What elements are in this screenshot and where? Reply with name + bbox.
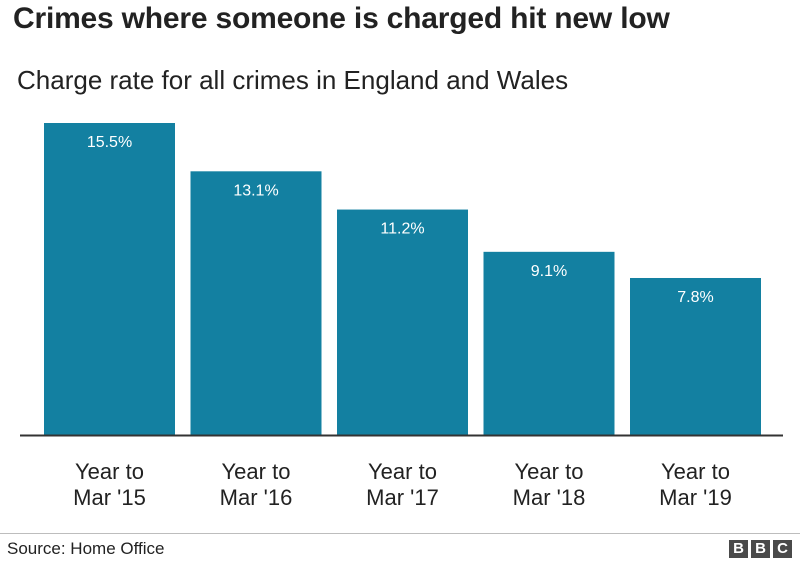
- x-tick-label-line: Year to: [222, 459, 291, 484]
- x-tick-label-line: Year to: [368, 459, 437, 484]
- bbc-logo-letter: B: [751, 540, 770, 558]
- x-tick-label-line: Year to: [661, 459, 730, 484]
- bar: [630, 277, 761, 435]
- bar: [483, 251, 615, 435]
- x-tick-label-line: Mar '18: [513, 485, 586, 510]
- x-tick-label-line: Mar '19: [659, 485, 732, 510]
- x-tick-label: Year to Mar '18: [513, 459, 586, 510]
- x-tick-label-line: Mar '15: [73, 485, 146, 510]
- x-tick-label: Year to Mar '16: [220, 459, 293, 510]
- x-tick-label-line: Mar '16: [220, 485, 293, 510]
- x-tick-label: Year to Mar '19: [659, 459, 732, 510]
- bar-value-label: 15.5%: [87, 134, 132, 151]
- x-tick-label-line: Year to: [75, 459, 144, 484]
- bar-value-label: 7.8%: [677, 289, 713, 306]
- bar: [337, 209, 468, 435]
- bar-chart: 15.5%13.1%11.2%9.1%7.8% Year to Mar '15Ye…: [20, 123, 783, 510]
- bar-value-label: 9.1%: [531, 263, 567, 280]
- bar-value-label: 11.2%: [380, 221, 424, 238]
- bbc-logo-letter: C: [773, 540, 792, 558]
- footer-divider: [0, 533, 800, 534]
- x-tick-label-line: Mar '17: [366, 485, 439, 510]
- bar: [44, 123, 175, 435]
- chart-subtitle: Charge rate for all crimes in England an…: [17, 65, 569, 95]
- bars-group: 15.5% 13.1% 11.2% 9.1% 7.8%: [44, 123, 761, 435]
- x-tick-label: Year to Mar '17: [366, 459, 439, 510]
- bar-value-label: 13.1%: [233, 182, 278, 199]
- source-note: Source: Home Office: [7, 539, 165, 558]
- chart-title: Crimes where someone is charged hit new …: [13, 2, 670, 35]
- x-tick-label-line: Year to: [515, 459, 584, 484]
- bbc-logo: B B C: [729, 540, 792, 558]
- bar: [190, 171, 322, 435]
- bbc-logo-letter: B: [729, 540, 748, 558]
- x-tick-label: Year to Mar '15: [73, 459, 146, 510]
